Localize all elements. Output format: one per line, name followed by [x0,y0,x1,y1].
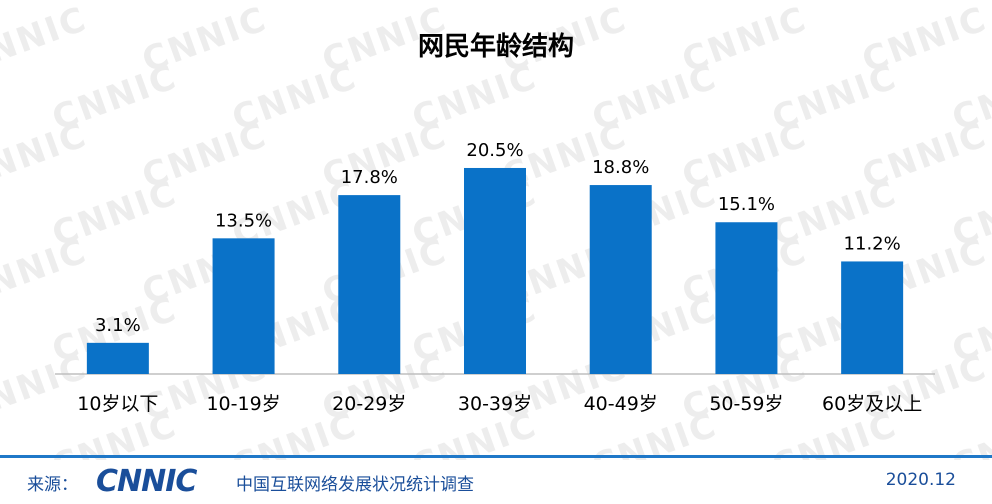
bar [212,238,275,374]
data-label: 20.5% [466,140,523,161]
x-tick-label: 40-49岁 [584,393,658,415]
data-label: 15.1% [718,194,775,215]
report-date: 2020.12 [885,470,956,490]
data-label: 11.2% [844,233,901,254]
bar [338,195,401,374]
bar [589,185,652,374]
x-tick-label: 50-59岁 [709,393,783,415]
x-tick-label: 60岁及以上 [822,393,922,415]
x-tick-label: 10岁以下 [77,393,158,415]
data-label: 17.8% [341,167,398,188]
source-label: 来源： [27,475,78,495]
chart-title: 网民年龄结构 [417,32,574,62]
bar [715,222,778,374]
footer: 来源： CNNIC 中国互联网络发展状况统计调查 2020.12 [0,460,992,504]
footer-divider [0,455,992,458]
bar-chart: 3.1% 10岁以下 13.5% 10-19岁 17.8% 20-29岁 20.5% 30-3… [55,140,935,415]
cnnic-logo: CNNIC [96,464,197,499]
x-tick-label: 20-29岁 [332,393,406,415]
source-name: 中国互联网络发展状况统计调查 [236,475,474,495]
data-label: 18.8% [592,157,649,178]
data-label: 3.1% [95,315,141,336]
bar [464,167,526,374]
x-tick-label: 10-19岁 [206,393,280,415]
data-label: 13.5% [215,210,272,231]
bar [841,261,904,374]
x-tick-label: 30-39岁 [458,393,532,415]
bar [86,342,149,374]
